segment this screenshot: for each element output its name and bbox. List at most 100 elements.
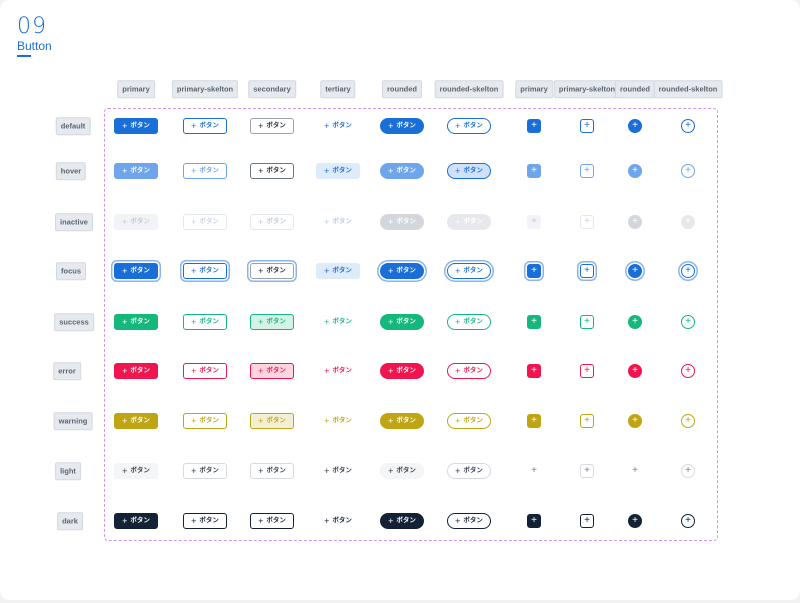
icon-button-inactive-primary-skelton[interactable]: + xyxy=(580,215,594,229)
button-hover-rounded[interactable]: + ボタン xyxy=(380,163,424,179)
icon-button-error-rounded-skelton[interactable]: + xyxy=(681,364,695,378)
icon-button-focus-primary-skelton[interactable]: + xyxy=(580,264,594,278)
icon-button-light-primary-skelton[interactable]: + xyxy=(580,464,594,478)
button-warning-tertiary[interactable]: + ボタン xyxy=(316,413,360,429)
button-success-rounded-skelton[interactable]: + ボタン xyxy=(447,314,491,330)
button-dark-primary-skelton[interactable]: + ボタン xyxy=(183,513,227,529)
icon-button-focus-primary[interactable]: + xyxy=(527,264,541,278)
button-error-tertiary[interactable]: + ボタン xyxy=(316,363,360,379)
button-light-primary[interactable]: + ボタン xyxy=(114,463,158,479)
button-success-secondary[interactable]: + ボタン xyxy=(250,314,294,330)
icon-button-warning-primary[interactable]: + xyxy=(527,414,541,428)
icon-button-success-primary[interactable]: + xyxy=(527,315,541,329)
icon-button-light-rounded[interactable]: + xyxy=(628,464,642,478)
button-label: ボタン xyxy=(130,166,150,174)
icon-button-dark-primary[interactable]: + xyxy=(527,514,541,528)
icon-button-hover-primary-skelton[interactable]: + xyxy=(580,164,594,178)
button-default-primary-skelton[interactable]: + ボタン xyxy=(183,118,227,134)
plus-icon: + xyxy=(258,365,264,376)
button-warning-primary[interactable]: + ボタン xyxy=(114,413,158,429)
icon-button-dark-primary-skelton[interactable]: + xyxy=(580,514,594,528)
button-error-secondary[interactable]: + ボタン xyxy=(250,363,294,379)
button-label: ボタン xyxy=(266,516,286,524)
icon-button-warning-primary-skelton[interactable]: + xyxy=(580,414,594,428)
button-focus-primary[interactable]: + ボタン xyxy=(114,263,158,279)
button-light-rounded[interactable]: + ボタン xyxy=(380,463,424,479)
plus-icon: + xyxy=(632,316,638,327)
icon-button-success-rounded[interactable]: + xyxy=(628,315,642,329)
icon-button-error-rounded[interactable]: + xyxy=(628,364,642,378)
button-error-primary[interactable]: + ボタン xyxy=(114,363,158,379)
icon-button-hover-rounded-skelton[interactable]: + xyxy=(681,164,695,178)
button-default-secondary[interactable]: + ボタン xyxy=(250,118,294,134)
button-dark-rounded[interactable]: + ボタン xyxy=(380,513,424,529)
icon-button-error-primary[interactable]: + xyxy=(527,364,541,378)
button-error-rounded-skelton[interactable]: + ボタン xyxy=(447,363,491,379)
button-focus-secondary[interactable]: + ボタン xyxy=(250,263,294,279)
icon-button-warning-rounded-skelton[interactable]: + xyxy=(681,414,695,428)
button-error-primary-skelton[interactable]: + ボタン xyxy=(183,363,227,379)
cell-success-primary-0: + ボタン xyxy=(114,314,158,330)
button-warning-rounded[interactable]: + ボタン xyxy=(380,413,424,429)
button-light-rounded-skelton[interactable]: + ボタン xyxy=(447,463,491,479)
icon-button-default-primary[interactable]: + xyxy=(527,119,541,133)
cell-success-rounded-4: + ボタン xyxy=(380,314,424,330)
button-inactive-rounded-skelton[interactable]: + ボタン xyxy=(447,214,491,230)
icon-button-default-rounded[interactable]: + xyxy=(628,119,642,133)
button-warning-rounded-skelton[interactable]: + ボタン xyxy=(447,413,491,429)
button-success-primary[interactable]: + ボタン xyxy=(114,314,158,330)
button-hover-primary[interactable]: + ボタン xyxy=(114,163,158,179)
button-inactive-rounded[interactable]: + ボタン xyxy=(380,214,424,230)
button-success-primary-skelton[interactable]: + ボタン xyxy=(183,314,227,330)
button-focus-tertiary[interactable]: + ボタン xyxy=(316,263,360,279)
button-dark-rounded-skelton[interactable]: + ボタン xyxy=(447,513,491,529)
button-warning-secondary[interactable]: + ボタン xyxy=(250,413,294,429)
button-light-secondary[interactable]: + ボタン xyxy=(250,463,294,479)
button-focus-rounded[interactable]: + ボタン xyxy=(380,263,424,279)
button-default-rounded[interactable]: + ボタン xyxy=(380,118,424,134)
button-dark-primary[interactable]: + ボタン xyxy=(114,513,158,529)
icon-button-warning-rounded[interactable]: + xyxy=(628,414,642,428)
button-focus-rounded-skelton[interactable]: + ボタン xyxy=(447,263,491,279)
button-focus-primary-skelton[interactable]: + ボタン xyxy=(183,263,227,279)
icon-button-light-primary[interactable]: + xyxy=(527,464,541,478)
button-success-tertiary[interactable]: + ボタン xyxy=(316,314,360,330)
icon-button-focus-rounded[interactable]: + xyxy=(628,264,642,278)
button-hover-secondary[interactable]: + ボタン xyxy=(250,163,294,179)
button-inactive-tertiary[interactable]: + ボタン xyxy=(316,214,360,230)
button-light-primary-skelton[interactable]: + ボタン xyxy=(183,463,227,479)
icon-button-focus-rounded-skelton[interactable]: + xyxy=(681,264,695,278)
icon-button-inactive-primary[interactable]: + xyxy=(527,215,541,229)
button-hover-rounded-skelton[interactable]: + ボタン xyxy=(447,163,491,179)
button-default-rounded-skelton[interactable]: + ボタン xyxy=(447,118,491,134)
icon-button-dark-rounded-skelton[interactable]: + xyxy=(681,514,695,528)
button-hover-primary-skelton[interactable]: + ボタン xyxy=(183,163,227,179)
button-warning-primary-skelton[interactable]: + ボタン xyxy=(183,413,227,429)
button-inactive-secondary[interactable]: + ボタン xyxy=(250,214,294,230)
button-label: ボタン xyxy=(266,121,286,129)
icon-button-dark-rounded[interactable]: + xyxy=(628,514,642,528)
icon-button-hover-primary[interactable]: + xyxy=(527,164,541,178)
button-dark-tertiary[interactable]: + ボタン xyxy=(316,513,360,529)
button-success-rounded[interactable]: + ボタン xyxy=(380,314,424,330)
icon-button-success-rounded-skelton[interactable]: + xyxy=(681,315,695,329)
icon-button-light-rounded-skelton[interactable]: + xyxy=(681,464,695,478)
icon-button-inactive-rounded[interactable]: + xyxy=(628,215,642,229)
button-inactive-primary-skelton[interactable]: + ボタン xyxy=(183,214,227,230)
button-default-primary[interactable]: + ボタン xyxy=(114,118,158,134)
button-label: ボタン xyxy=(332,317,352,325)
plus-icon: + xyxy=(191,265,197,276)
icon-button-hover-rounded[interactable]: + xyxy=(628,164,642,178)
icon-button-default-primary-skelton[interactable]: + xyxy=(580,119,594,133)
cell-focus-rounded-skelton-9: + xyxy=(681,264,695,278)
icon-button-inactive-rounded-skelton[interactable]: + xyxy=(681,215,695,229)
icon-button-default-rounded-skelton[interactable]: + xyxy=(681,119,695,133)
button-light-tertiary[interactable]: + ボタン xyxy=(316,463,360,479)
button-inactive-primary[interactable]: + ボタン xyxy=(114,214,158,230)
icon-button-success-primary-skelton[interactable]: + xyxy=(580,315,594,329)
icon-button-error-primary-skelton[interactable]: + xyxy=(580,364,594,378)
button-dark-secondary[interactable]: + ボタン xyxy=(250,513,294,529)
button-error-rounded[interactable]: + ボタン xyxy=(380,363,424,379)
button-default-tertiary[interactable]: + ボタン xyxy=(316,118,360,134)
button-hover-tertiary[interactable]: + ボタン xyxy=(316,163,360,179)
